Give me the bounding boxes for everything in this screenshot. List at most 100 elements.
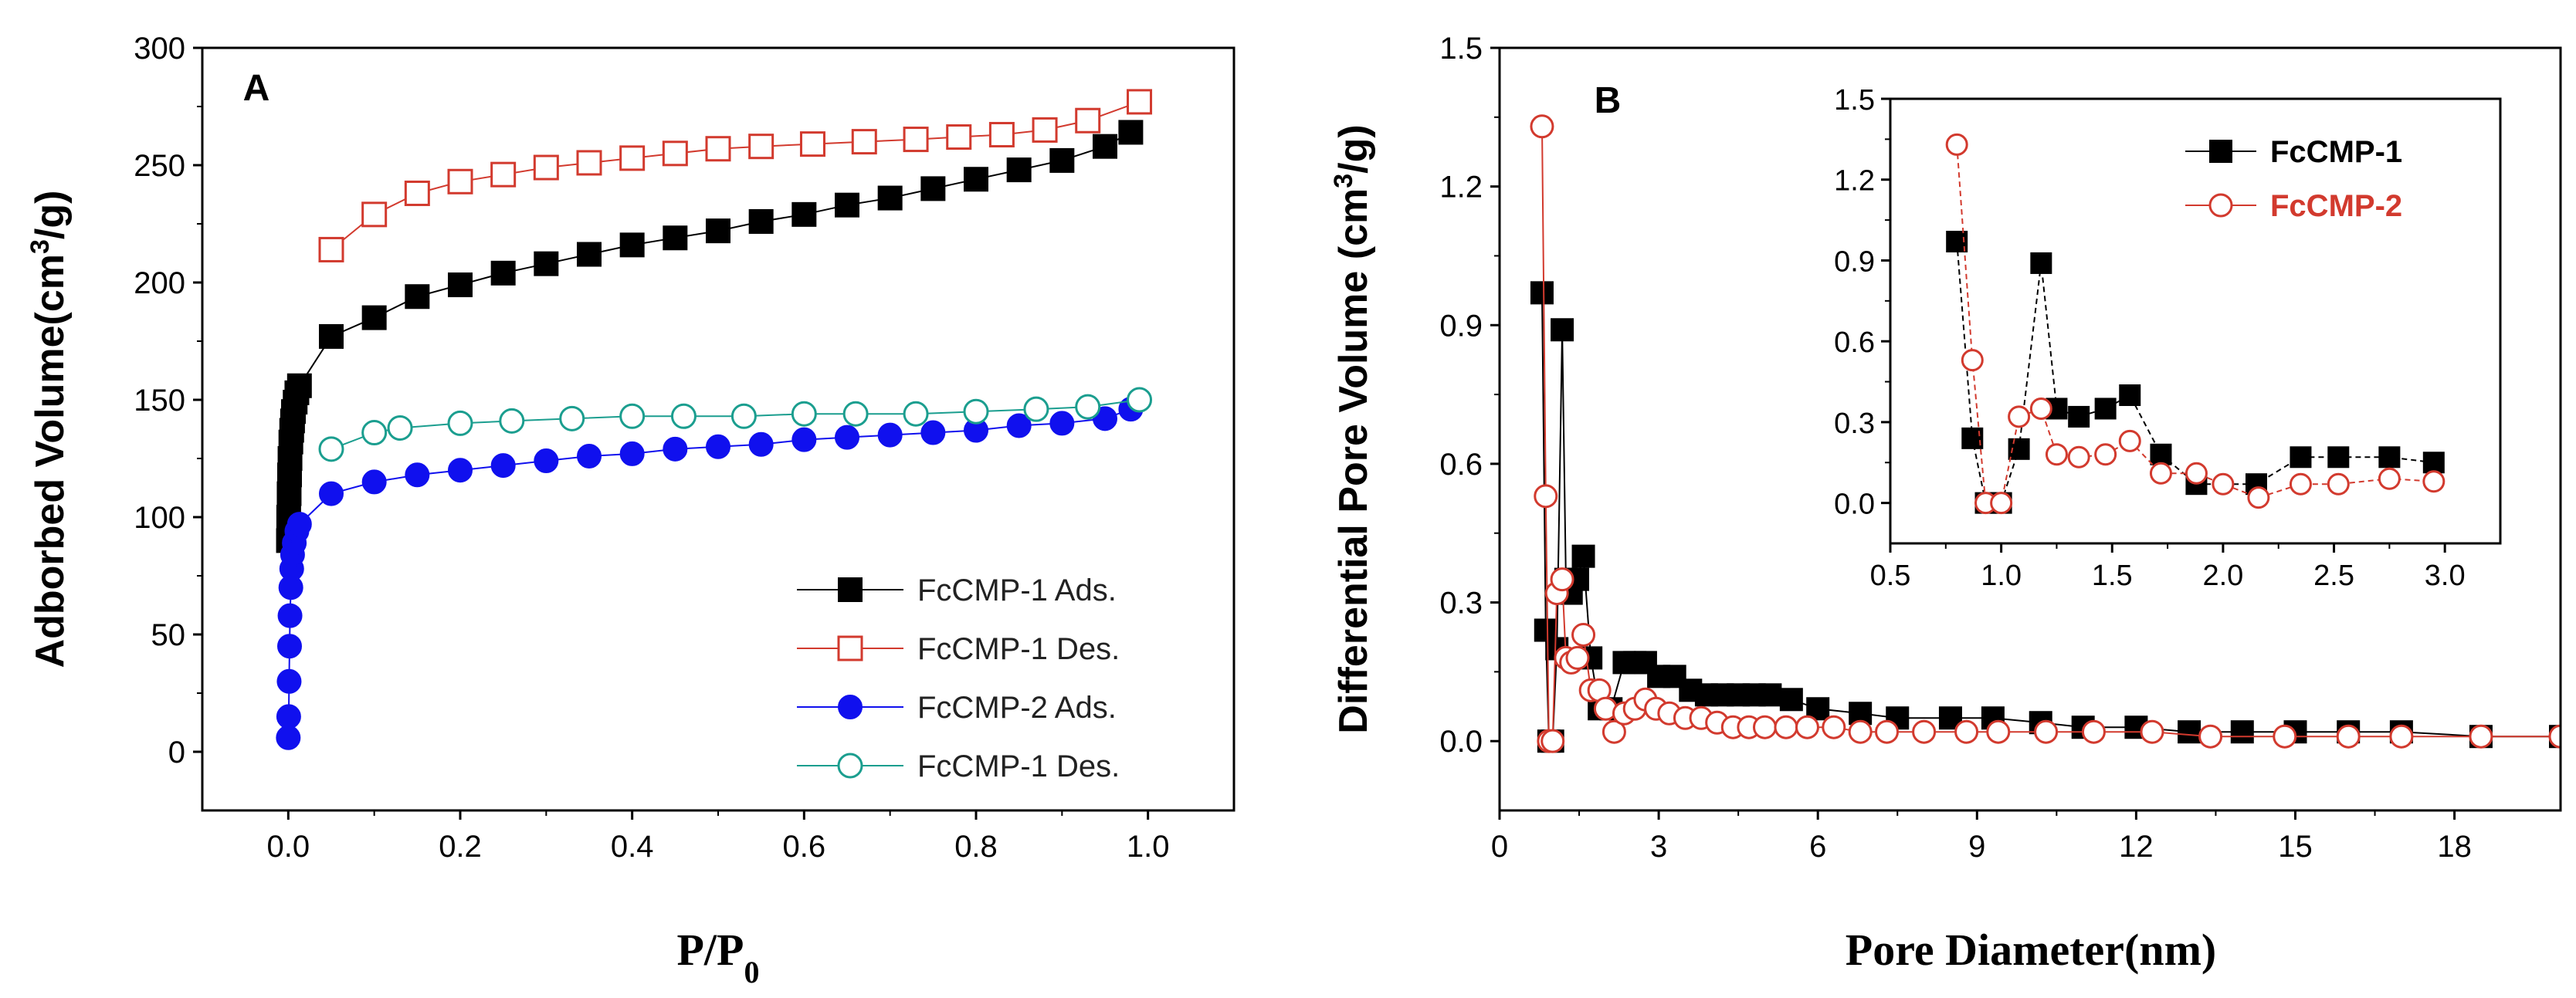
data-point <box>1127 387 1153 413</box>
x-tick-label: 0.8 <box>954 830 998 864</box>
data-point <box>1032 117 1058 143</box>
inset-data-point <box>2008 405 2031 428</box>
data-point <box>706 218 730 244</box>
data-point <box>534 448 559 474</box>
inset-data-point <box>2378 467 2401 490</box>
y-tick-label: 0.6 <box>1439 448 1483 482</box>
data-point <box>405 462 430 488</box>
data-point <box>318 236 344 262</box>
inset-data-point <box>2327 446 2350 469</box>
y-tick-label: 50 <box>151 618 186 652</box>
data-point <box>791 401 817 427</box>
y-axis-title: Adborbed Volume(cm3/g) <box>25 191 73 668</box>
legend-item: FcCMP-1 <box>2185 135 2402 169</box>
data-point <box>706 434 730 459</box>
inset-data-point <box>2290 446 2312 469</box>
series-2 <box>1530 114 2561 753</box>
y-tick-label: 300 <box>134 32 185 66</box>
inset-data-point <box>2422 452 2445 474</box>
inset-y-tick-label: 0.6 <box>1834 326 1875 359</box>
y-axis-title: Differential Pore Volume (cm3/g) <box>1329 124 1376 733</box>
x-tick-label: 3 <box>1650 830 1667 864</box>
y-tick-label: 200 <box>134 266 185 300</box>
data-point <box>619 441 645 466</box>
legend-marker <box>2208 193 2233 218</box>
data-point <box>2178 720 2201 744</box>
data-point <box>286 373 312 398</box>
inset-data-point <box>2029 397 2052 420</box>
x-tick-label: 15 <box>2278 830 2313 864</box>
y-tick-label: 0.0 <box>1439 725 1483 759</box>
data-point <box>576 150 602 176</box>
data-point <box>1875 719 1900 744</box>
data-point <box>276 725 301 750</box>
panel-label-a: A <box>243 68 270 109</box>
data-point <box>533 154 559 181</box>
data-point <box>1118 120 1144 145</box>
inset-data-point <box>2247 486 2270 509</box>
data-point <box>577 242 602 267</box>
data-point <box>319 323 344 349</box>
data-point <box>791 201 817 227</box>
inset-data-point <box>2422 470 2446 493</box>
data-point <box>1075 394 1101 420</box>
inset-series-2 <box>1945 133 2446 515</box>
data-point <box>2230 720 2254 744</box>
inset-data-point <box>2150 443 2172 465</box>
data-point <box>730 403 757 429</box>
x-tick-label: 0.6 <box>783 830 826 864</box>
data-point <box>1758 683 1782 707</box>
series-2 <box>318 89 1153 262</box>
data-point <box>963 398 989 425</box>
x-axis-title: Pore Diameter(nm) <box>1846 925 2216 975</box>
inset-data-point <box>2068 405 2090 428</box>
chart-panel-a: 0.0 0.2 0.4 0.6 0.8 1.0 0 50 100 150 200 250 300 A P/P… <box>25 32 1235 990</box>
data-point <box>448 272 473 298</box>
x-tick-label: 0.4 <box>611 830 654 864</box>
data-point <box>1093 134 1117 159</box>
legend-item: FcCMP-2 <box>2185 189 2402 223</box>
data-point <box>448 458 473 483</box>
data-point <box>534 251 559 276</box>
data-point <box>877 185 903 211</box>
data-point <box>748 431 774 457</box>
series-4 <box>318 387 1153 462</box>
data-point <box>1912 719 1937 744</box>
inset-data-point <box>2094 443 2117 466</box>
data-point <box>2548 724 2561 749</box>
x-axis-title: P/P0 <box>677 925 760 990</box>
inset-data-point <box>1990 492 2013 515</box>
data-point <box>276 668 302 694</box>
x-tick-label: 0.0 <box>267 830 310 864</box>
data-point <box>361 469 387 495</box>
legend-label: FcCMP-1 Des. <box>917 749 1120 783</box>
data-point <box>799 131 825 157</box>
data-point <box>559 405 585 431</box>
data-point <box>2336 724 2361 749</box>
legend-marker <box>837 635 863 661</box>
data-point <box>1127 89 1153 115</box>
data-point <box>670 403 697 429</box>
inset-data-point <box>2378 446 2401 469</box>
data-point <box>835 192 859 218</box>
inset-x-tick-label: 1.5 <box>2092 560 2133 592</box>
data-point <box>2140 719 2164 744</box>
data-point <box>1774 715 1798 739</box>
inset-x-tick-label: 0.5 <box>1870 560 1911 592</box>
inset-data-point <box>2094 398 2117 420</box>
x-tick-label: 6 <box>1809 830 1826 864</box>
inset-x-tick-label: 2.0 <box>2202 560 2243 592</box>
data-point <box>1023 396 1049 422</box>
y-tick-label: 250 <box>134 149 185 183</box>
x-tick-label: 0.2 <box>439 830 482 864</box>
data-point <box>791 427 817 452</box>
y-tick-label: 1.5 <box>1439 32 1483 66</box>
inset-y-tick-label: 1.2 <box>1834 165 1875 198</box>
chart-panel-b: 0 3 6 9 12 15 18 0.0 0.3 0.6 0.9 1.2 1.5 B Pore Diamet… <box>1329 32 2562 975</box>
inset-y-tick-label: 0.0 <box>1834 489 1875 521</box>
data-point <box>1075 107 1101 134</box>
data-point <box>490 161 517 188</box>
data-point <box>361 201 388 228</box>
data-point <box>404 180 430 206</box>
inset-y-tick-label: 0.3 <box>1834 408 1875 440</box>
